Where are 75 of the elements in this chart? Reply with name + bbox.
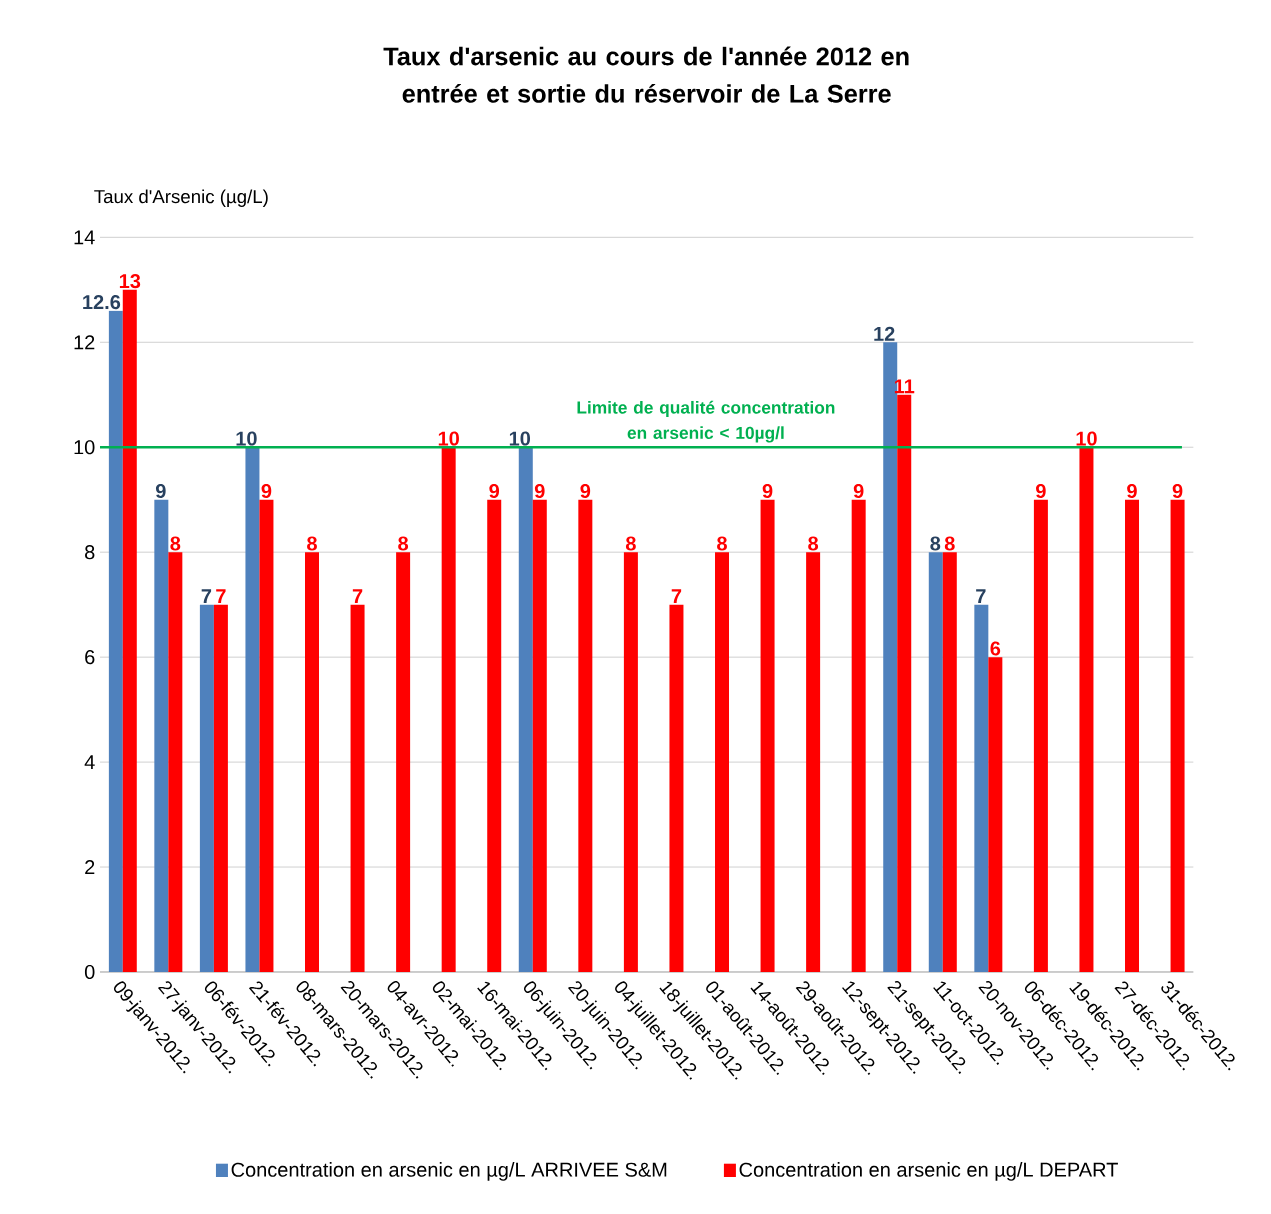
data-label: 8 bbox=[398, 536, 409, 551]
legend-label: Concentration en arsenic en µg/L ARRIVEE S&M bbox=[231, 1162, 667, 1181]
y-tick-label: 10 bbox=[74, 440, 95, 455]
legend-label: Concentration en arsenic en µg/L DEPART bbox=[739, 1162, 1118, 1181]
bar bbox=[305, 552, 319, 972]
bar bbox=[532, 499, 547, 972]
bar bbox=[518, 447, 533, 972]
bar bbox=[350, 604, 365, 972]
bar bbox=[851, 499, 866, 972]
data-label: 13 bbox=[119, 274, 141, 289]
ref-line-label: Limite de qualité concentration en arsenic < 10µg/l bbox=[577, 400, 835, 443]
y-tick-label: 4 bbox=[84, 755, 95, 769]
y-tick-label: 0 bbox=[84, 964, 95, 980]
data-label: 9 bbox=[1172, 483, 1183, 499]
bar bbox=[108, 310, 123, 972]
bar bbox=[623, 552, 638, 972]
y-axis-title: Taux d'Arsenic (µg/L) bbox=[94, 189, 268, 207]
bar bbox=[942, 552, 957, 972]
y-tick-label: 2 bbox=[85, 860, 95, 875]
data-label: 12.6 bbox=[83, 295, 121, 310]
data-label: 9 bbox=[1036, 483, 1046, 499]
data-label: 8 bbox=[625, 536, 636, 551]
data-label: 9 bbox=[261, 483, 272, 499]
data-label: 10 bbox=[509, 431, 531, 446]
bar bbox=[245, 447, 260, 972]
data-label: 9 bbox=[1127, 483, 1137, 499]
data-label: 6 bbox=[990, 641, 1001, 656]
bar bbox=[168, 552, 183, 972]
bar bbox=[760, 499, 775, 972]
bar bbox=[1033, 499, 1048, 972]
bar bbox=[1079, 447, 1094, 972]
bar bbox=[396, 552, 411, 972]
data-label: 8 bbox=[717, 536, 727, 551]
bar bbox=[1125, 499, 1140, 972]
y-tick-label: 6 bbox=[85, 650, 95, 665]
data-label: 7 bbox=[671, 589, 682, 604]
bar bbox=[441, 447, 456, 972]
data-label: 8 bbox=[930, 536, 941, 551]
data-label: 7 bbox=[352, 589, 363, 604]
data-label: 8 bbox=[170, 536, 181, 551]
data-label: 10 bbox=[1076, 431, 1097, 446]
bar bbox=[154, 499, 169, 972]
y-tick-label: 8 bbox=[85, 545, 95, 560]
bar bbox=[1170, 499, 1185, 972]
data-label: 9 bbox=[762, 483, 773, 499]
data-label: 9 bbox=[534, 483, 545, 499]
bar bbox=[259, 499, 274, 972]
y-tick-label: 14 bbox=[74, 230, 95, 245]
data-label: 9 bbox=[155, 483, 166, 499]
y-tick-label: 12 bbox=[74, 335, 95, 350]
bar bbox=[122, 289, 137, 972]
bar bbox=[928, 552, 943, 972]
bar bbox=[715, 552, 730, 972]
bar bbox=[974, 604, 989, 972]
data-label: 10 bbox=[236, 431, 257, 446]
data-label: 7 bbox=[976, 589, 986, 604]
bar bbox=[199, 604, 214, 972]
data-label: 7 bbox=[201, 589, 212, 604]
data-label: 8 bbox=[307, 536, 317, 551]
data-label: 9 bbox=[580, 483, 591, 499]
data-label: 10 bbox=[438, 431, 459, 446]
data-label: 9 bbox=[853, 483, 864, 499]
data-label: 12 bbox=[874, 326, 895, 341]
data-label: 8 bbox=[944, 536, 955, 551]
bar bbox=[213, 604, 228, 972]
chart-title: Taux d'arsenic au cours de l'année 2012 en entrée et sortie du réservoir de La Serre bbox=[383, 46, 909, 103]
bar bbox=[806, 552, 821, 972]
bar bbox=[988, 657, 1003, 972]
data-label: 9 bbox=[489, 483, 500, 499]
bar bbox=[669, 604, 684, 972]
data-label: 7 bbox=[216, 589, 226, 604]
bar bbox=[487, 499, 502, 972]
data-label: 8 bbox=[808, 536, 819, 551]
bar bbox=[897, 394, 912, 972]
bar bbox=[578, 499, 593, 972]
